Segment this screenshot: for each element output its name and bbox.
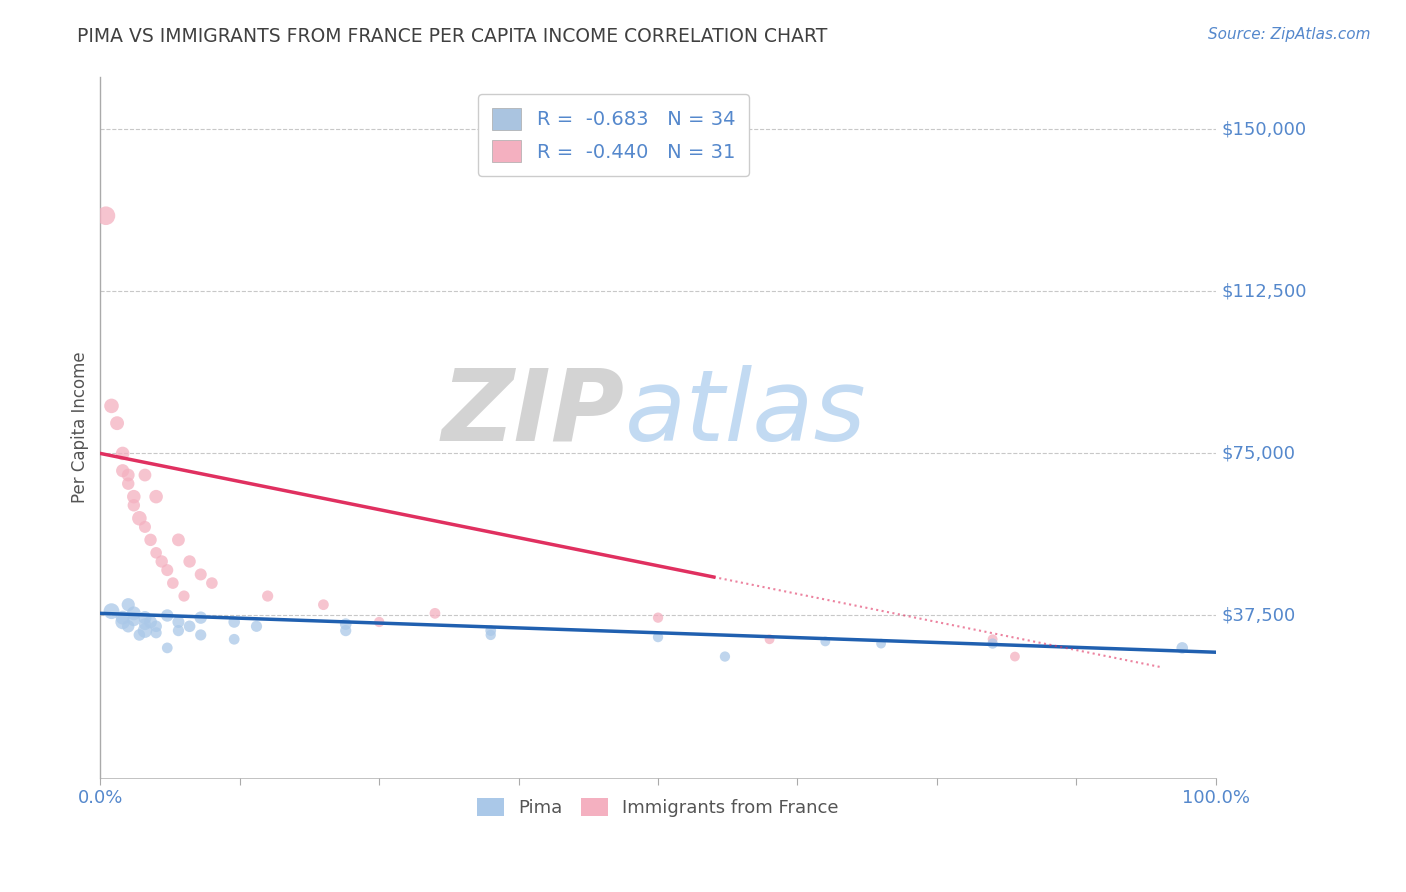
- Point: [156, 563, 179, 577]
- Point: [167, 615, 190, 629]
- Point: [134, 617, 156, 632]
- Point: [139, 615, 162, 629]
- Point: [117, 476, 139, 491]
- Point: [190, 567, 212, 582]
- Point: [117, 598, 139, 612]
- Point: [224, 632, 246, 647]
- Point: [105, 416, 128, 430]
- Y-axis label: Per Capita Income: Per Capita Income: [72, 351, 89, 503]
- Point: [647, 610, 669, 624]
- Point: [1004, 649, 1026, 664]
- Point: [190, 610, 212, 624]
- Point: [981, 632, 1004, 647]
- Point: [179, 554, 201, 568]
- Point: [714, 649, 737, 664]
- Point: [814, 634, 837, 648]
- Point: [145, 625, 167, 640]
- Point: [122, 498, 145, 512]
- Point: [312, 598, 335, 612]
- Point: [335, 617, 357, 632]
- Point: [981, 637, 1004, 651]
- Point: [167, 533, 190, 547]
- Text: $112,500: $112,500: [1222, 283, 1306, 301]
- Text: $150,000: $150,000: [1222, 120, 1306, 138]
- Point: [156, 608, 179, 623]
- Point: [256, 589, 278, 603]
- Point: [190, 628, 212, 642]
- Point: [100, 399, 122, 413]
- Point: [423, 607, 446, 621]
- Point: [870, 637, 893, 651]
- Point: [134, 624, 156, 638]
- Point: [224, 615, 246, 629]
- Point: [134, 468, 156, 483]
- Point: [122, 613, 145, 627]
- Text: PIMA VS IMMIGRANTS FROM FRANCE PER CAPITA INCOME CORRELATION CHART: PIMA VS IMMIGRANTS FROM FRANCE PER CAPIT…: [77, 27, 828, 45]
- Text: $37,500: $37,500: [1222, 607, 1295, 624]
- Point: [134, 610, 156, 624]
- Point: [179, 619, 201, 633]
- Point: [122, 607, 145, 621]
- Point: [145, 619, 167, 633]
- Point: [139, 533, 162, 547]
- Point: [134, 520, 156, 534]
- Point: [100, 604, 122, 618]
- Point: [1171, 640, 1194, 655]
- Text: $75,000: $75,000: [1222, 444, 1295, 462]
- Text: ZIP: ZIP: [441, 365, 624, 462]
- Point: [201, 576, 224, 591]
- Point: [111, 464, 134, 478]
- Point: [335, 624, 357, 638]
- Legend: Pima, Immigrants from France: Pima, Immigrants from France: [470, 790, 846, 824]
- Point: [122, 490, 145, 504]
- Point: [111, 446, 134, 460]
- Point: [117, 619, 139, 633]
- Point: [128, 628, 150, 642]
- Point: [758, 632, 780, 647]
- Point: [479, 628, 502, 642]
- Point: [647, 630, 669, 644]
- Text: atlas: atlas: [624, 365, 866, 462]
- Point: [145, 490, 167, 504]
- Point: [479, 624, 502, 638]
- Point: [156, 640, 179, 655]
- Point: [94, 209, 117, 223]
- Point: [145, 546, 167, 560]
- Point: [173, 589, 195, 603]
- Point: [368, 615, 391, 629]
- Text: Source: ZipAtlas.com: Source: ZipAtlas.com: [1208, 27, 1371, 42]
- Point: [150, 554, 173, 568]
- Point: [128, 511, 150, 525]
- Point: [162, 576, 184, 591]
- Point: [111, 615, 134, 629]
- Point: [245, 619, 267, 633]
- Point: [111, 610, 134, 624]
- Point: [117, 468, 139, 483]
- Point: [167, 624, 190, 638]
